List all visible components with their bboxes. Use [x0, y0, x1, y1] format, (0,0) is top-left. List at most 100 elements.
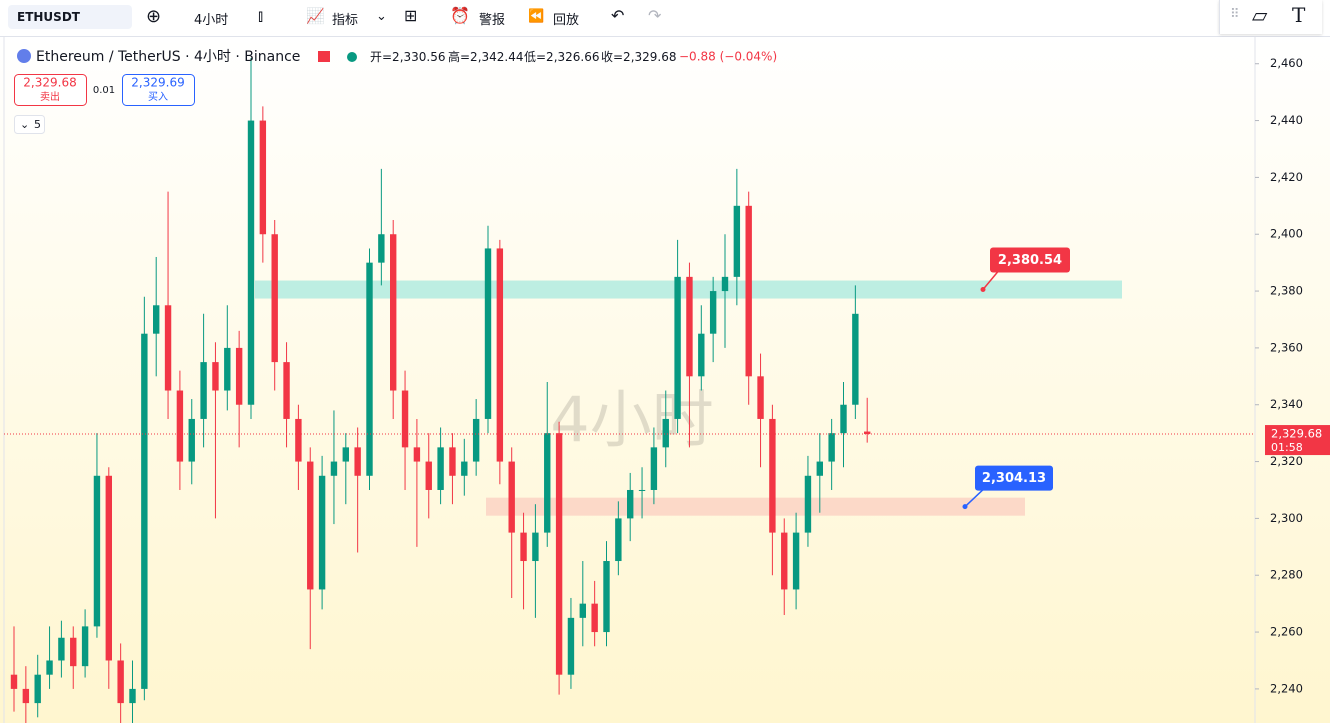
sell-price: 2,329.68: [23, 76, 76, 90]
callout-box: [975, 465, 1053, 491]
volume-toggle[interactable]: [14, 115, 45, 134]
undo[interactable]: ↶: [611, 6, 625, 25]
candle-body: [283, 362, 290, 419]
y-tick-label: 2,360: [1270, 340, 1303, 354]
candle-body: [81, 626, 89, 667]
y-tick-label: 2,300: [1270, 511, 1303, 525]
candle-body: [650, 447, 658, 490]
volume-value: 5: [34, 118, 41, 131]
candle-body: [852, 313, 859, 405]
legend-open-value: 开=2,330.56: [370, 50, 446, 64]
candle-body: [235, 347, 243, 405]
layouts[interactable]: ⊞: [404, 6, 418, 25]
candle-body: [342, 447, 349, 462]
note-tool[interactable]: ▱: [1252, 3, 1268, 27]
symbol-search[interactable]: ETHUSDT: [8, 5, 132, 29]
candle-body: [307, 461, 314, 590]
legend-high-value: 高=2,342.44: [448, 49, 524, 64]
chart-background: [0, 37, 1330, 723]
text-tool[interactable]: T: [1292, 3, 1306, 27]
candle-body: [555, 433, 563, 675]
candle-body: [164, 305, 172, 391]
candle-body: [188, 418, 195, 462]
candle-body: [34, 674, 41, 704]
watermark: 4小时: [550, 383, 713, 456]
candle-body: [200, 362, 207, 419]
legend-open: 开=2,330.56: [370, 50, 446, 64]
y-tick-label: 2,260: [1270, 625, 1303, 639]
buy-price: 2,329.69: [131, 76, 184, 90]
drawing-tools: ⠿ ▱ T: [1219, 0, 1322, 34]
indicators[interactable]: 指标: [332, 13, 359, 28]
candle-body: [484, 248, 492, 419]
price-zone: [486, 497, 1025, 516]
exchange-flag: [318, 51, 330, 62]
y-tick-label: 2,240: [1270, 681, 1303, 695]
callout-box: [990, 247, 1070, 273]
interval[interactable]: 4小时: [194, 13, 229, 28]
candle-body: [247, 120, 255, 405]
candle-body: [745, 205, 752, 377]
handle: ⠿: [1230, 7, 1240, 22]
candle-body: [579, 603, 586, 618]
candle-body: [603, 561, 610, 633]
buy-button[interactable]: [122, 74, 195, 106]
y-tick-label: 2,340: [1270, 397, 1303, 411]
candle-body: [840, 404, 847, 434]
replay[interactable]: 回放: [553, 13, 580, 28]
add-symbol[interactable]: ⊕: [146, 6, 162, 27]
candle-body: [733, 205, 741, 277]
candle-body: [709, 291, 717, 334]
legend-change: −0.88 (−0.04%): [679, 50, 777, 64]
candle-body: [129, 688, 136, 704]
candle-body: [295, 418, 302, 462]
candle-body: [615, 518, 622, 562]
legend-close-value: 收=2,329.68: [601, 50, 677, 64]
candle-body: [212, 362, 219, 391]
candle-body: [472, 418, 480, 462]
y-tick-label: 2,400: [1270, 227, 1303, 241]
candle-body: [366, 262, 373, 476]
toolbar: ETHUSDT ⊕ 4小时 ⫾ 📈 指标 ⌄ ⊞ ⏰ 警报 ⏪ 回放 ↶ ↷ ⠿…: [0, 0, 1330, 37]
chart: 2,240 2,260 2,280 2,300 2,320 2,340 2,360 2,380…: [0, 37, 1330, 723]
dropdown[interactable]: ⌄: [376, 9, 387, 24]
candle-body: [508, 461, 515, 533]
redo[interactable]: ↷: [648, 6, 662, 25]
candle-body: [93, 475, 101, 627]
candle-body: [413, 447, 421, 462]
callout-label: 2,304.13: [982, 471, 1046, 486]
alert[interactable]: 警报: [479, 13, 506, 28]
candle-body: [105, 475, 112, 661]
candle-body: [721, 276, 729, 292]
y-tick-label: 2,420: [1270, 170, 1303, 184]
candle-body: [792, 532, 800, 590]
candle-body: [259, 120, 267, 235]
candle-body: [662, 418, 669, 448]
callout-point: [980, 287, 986, 293]
candle-body: [757, 376, 764, 419]
candle-body: [224, 347, 231, 391]
callout-label: 2,380.54: [998, 253, 1062, 268]
candle-body: [591, 603, 598, 633]
candle-body: [117, 660, 124, 704]
candle-body: [781, 532, 788, 590]
candle-body: [828, 433, 835, 462]
buy-label: 买入: [148, 91, 168, 103]
indicator-icon: 📈: [306, 7, 325, 25]
candle-body: [496, 248, 504, 462]
candle-body: [449, 447, 456, 476]
y-tick-label: 2,280: [1270, 568, 1303, 582]
candle-body: [520, 532, 527, 562]
sell-button[interactable]: [14, 74, 87, 106]
candle-body: [401, 390, 409, 448]
bar-countdown: 01:58: [1271, 441, 1303, 454]
y-tick-label: 2,440: [1270, 113, 1303, 127]
chart-type[interactable]: ⫾: [258, 6, 264, 25]
legend-low-value: 低=2,326.66: [524, 50, 600, 64]
candle-body: [544, 433, 551, 533]
callout-pointer: [964, 489, 984, 508]
callout-point: [962, 504, 968, 510]
alert-icon: ⏰: [450, 6, 470, 25]
last-price-tag: [1265, 425, 1330, 456]
